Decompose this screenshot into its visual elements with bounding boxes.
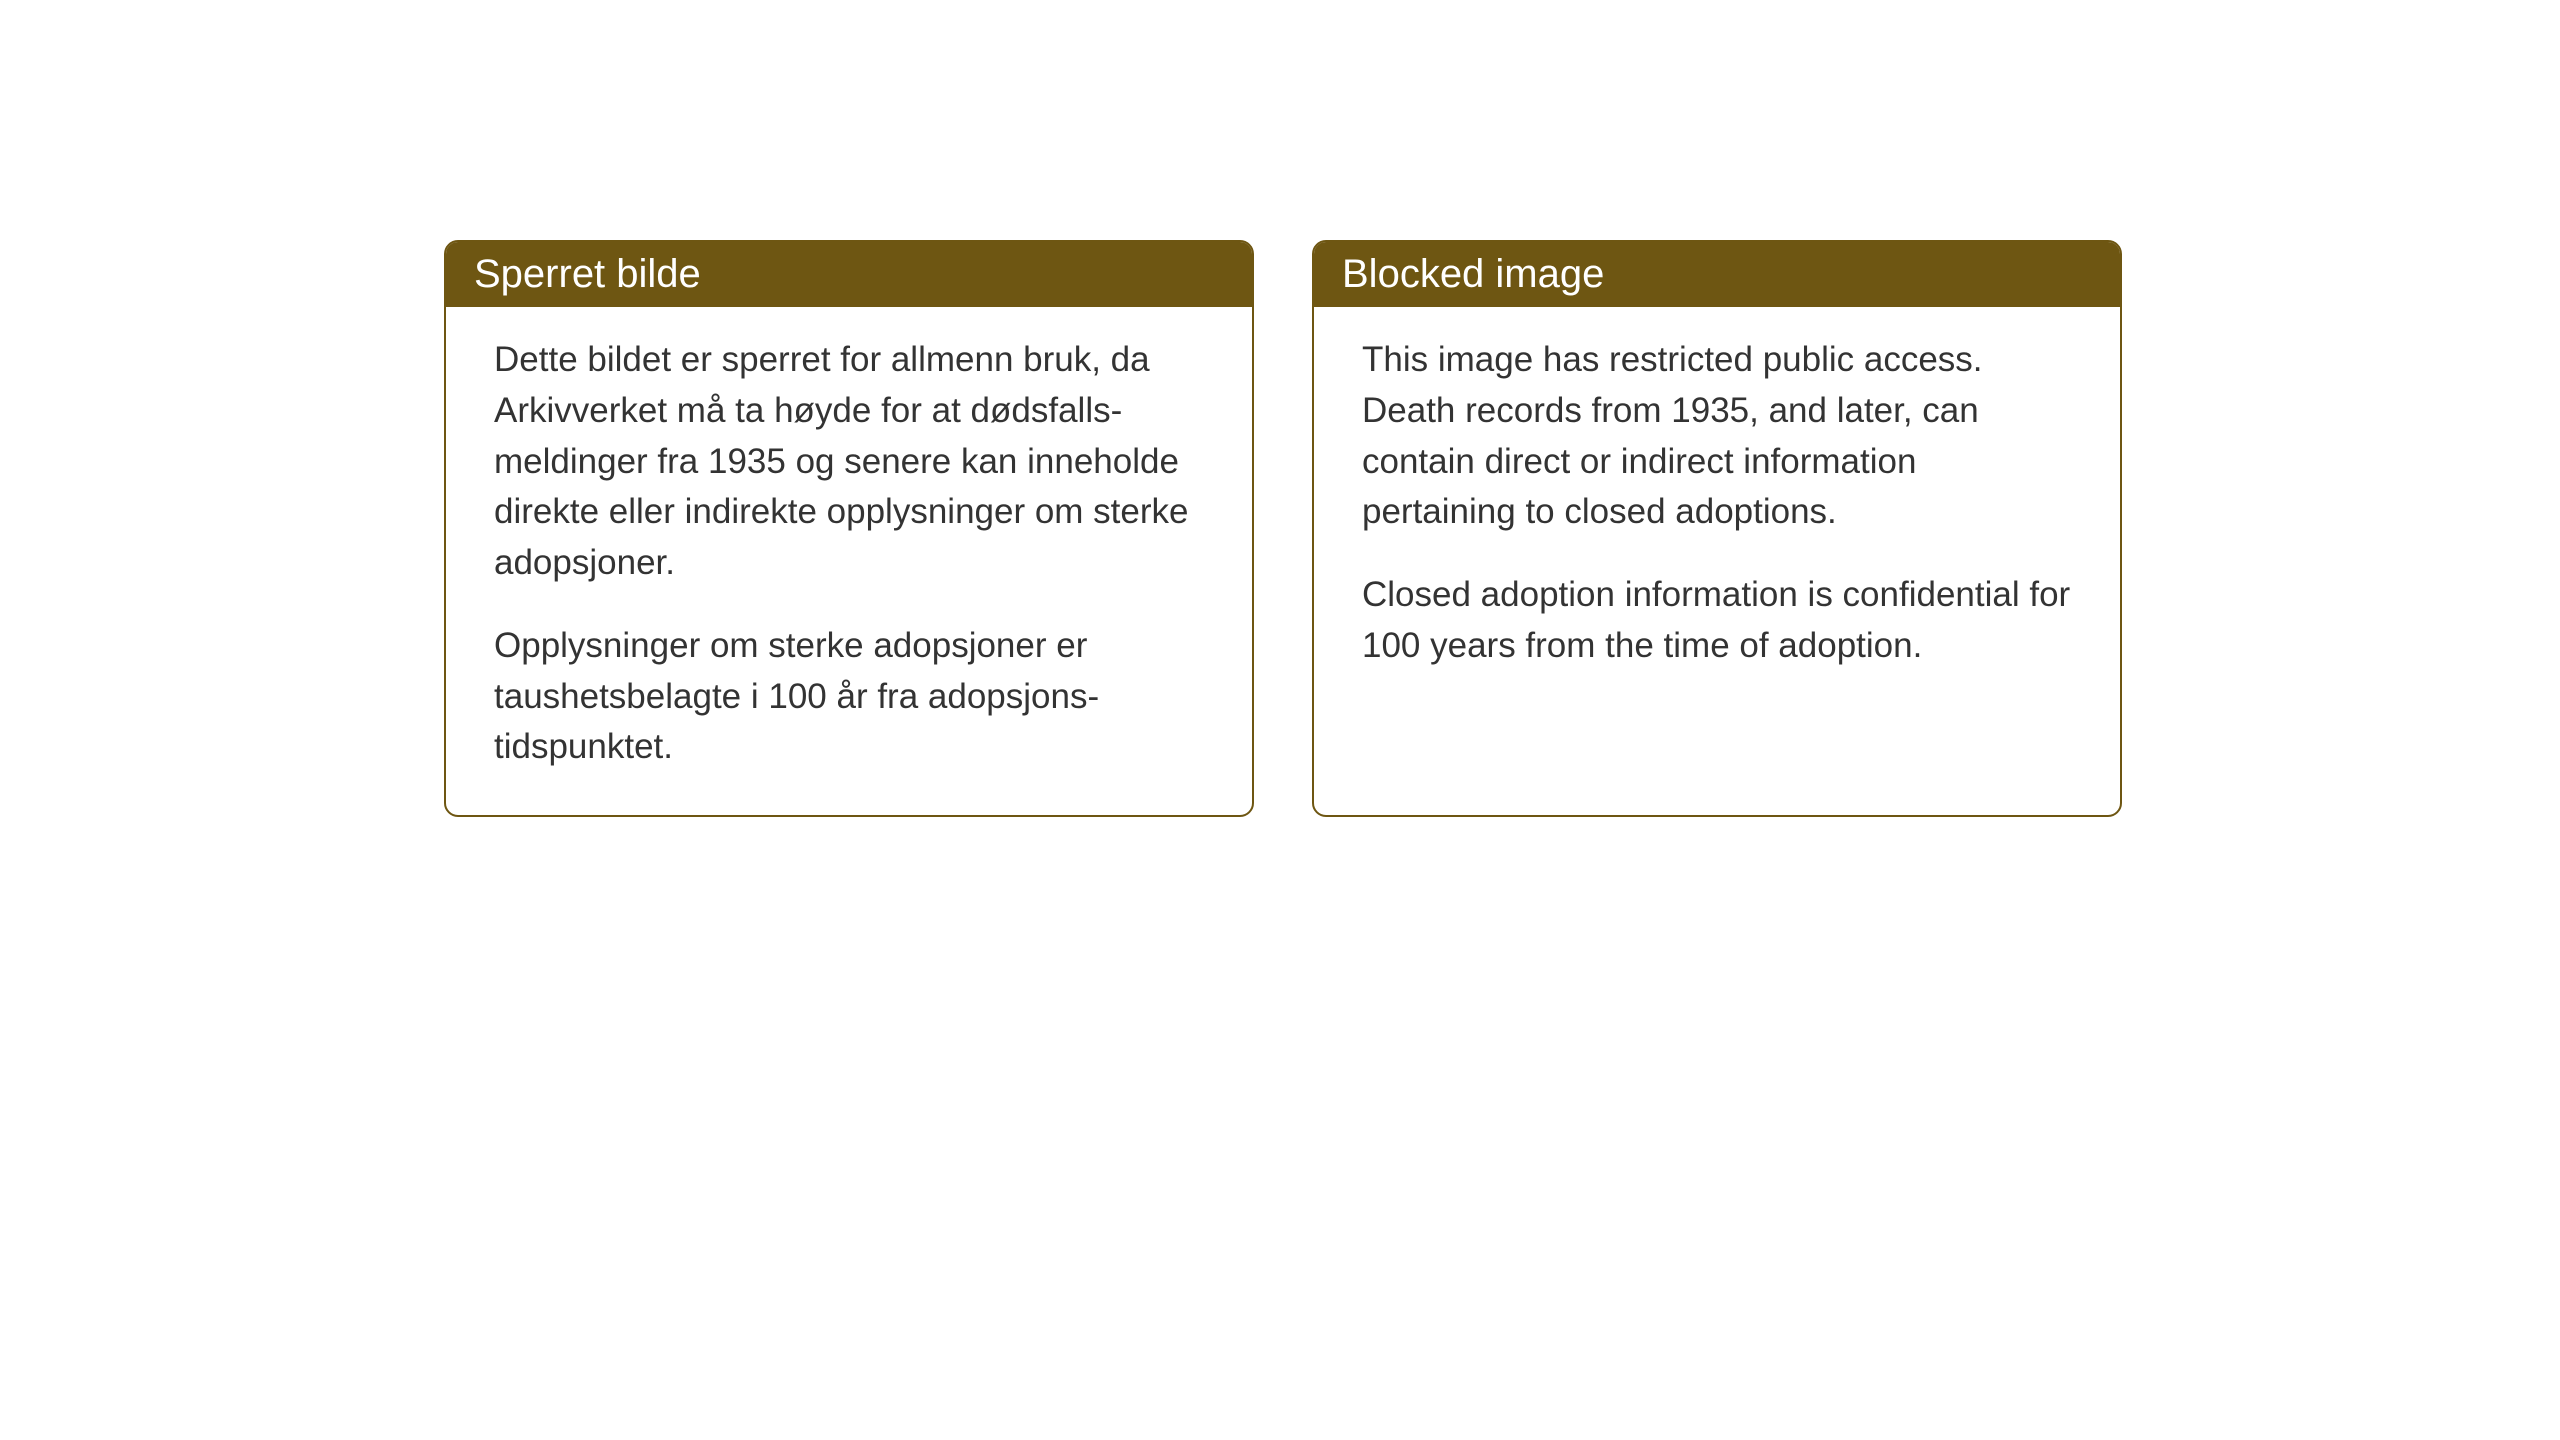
notice-container: Sperret bilde Dette bildet er sperret fo… <box>444 240 2122 817</box>
norwegian-card-body: Dette bildet er sperret for allmenn bruk… <box>446 307 1252 815</box>
english-card-body: This image has restricted public access.… <box>1314 307 2120 714</box>
english-notice-card: Blocked image This image has restricted … <box>1312 240 2122 817</box>
english-paragraph-2: Closed adoption information is confident… <box>1362 570 2072 672</box>
norwegian-paragraph-2: Opplysninger om sterke adopsjoner er tau… <box>494 621 1204 773</box>
english-paragraph-1: This image has restricted public access.… <box>1362 335 2072 538</box>
english-card-title: Blocked image <box>1314 242 2120 307</box>
norwegian-card-title: Sperret bilde <box>446 242 1252 307</box>
norwegian-notice-card: Sperret bilde Dette bildet er sperret fo… <box>444 240 1254 817</box>
norwegian-paragraph-1: Dette bildet er sperret for allmenn bruk… <box>494 335 1204 589</box>
